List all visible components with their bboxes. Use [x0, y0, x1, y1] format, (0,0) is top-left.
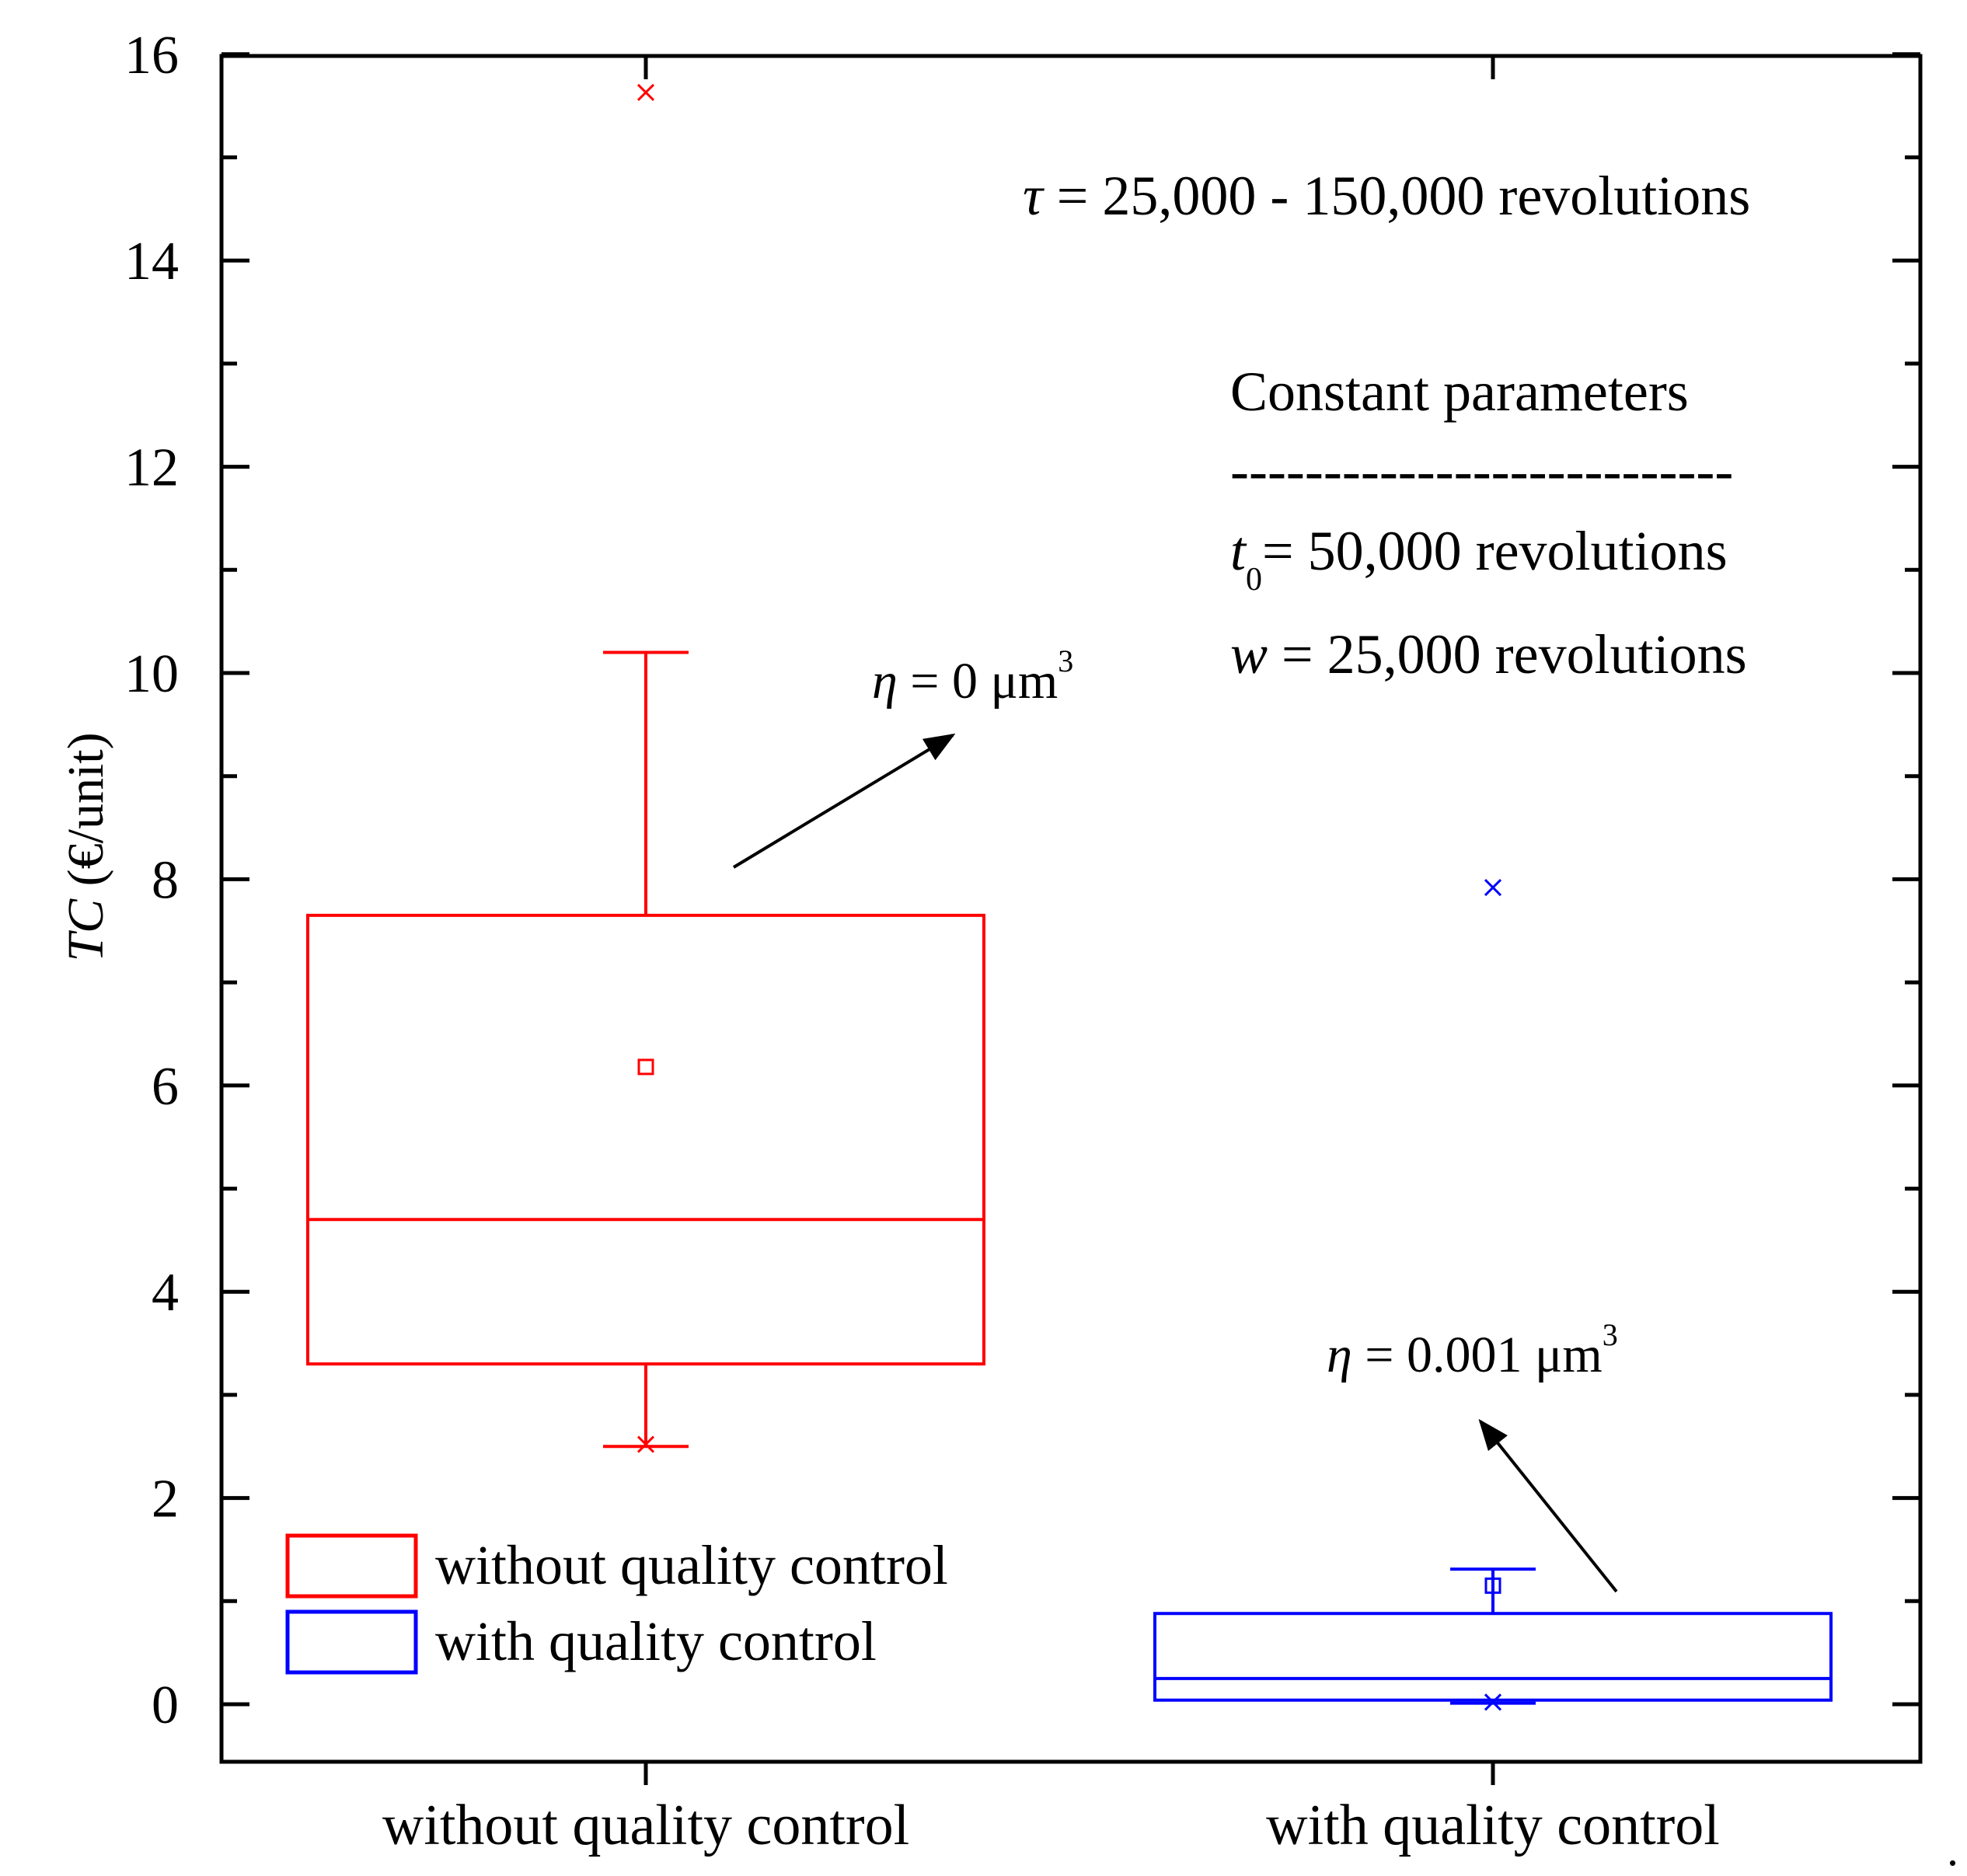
min-marker-without-quality-control	[636, 1435, 655, 1453]
tau-text: = 25,000 - 150,000 revolutions	[1043, 165, 1751, 227]
y-tick-label: 8	[152, 850, 179, 910]
y-axis-label: TC (€/unit)	[58, 732, 114, 961]
box-series	[306, 83, 1833, 1711]
plot-frame	[219, 54, 1923, 1764]
eta-small-annotation: η = 0.001 μm3	[1327, 1317, 1618, 1383]
eta-zero-text: = 0 μm	[898, 653, 1058, 710]
legend-label-without-quality-control: without quality control	[435, 1534, 948, 1596]
legend: without quality control with quality con…	[285, 1533, 948, 1675]
eta-small-symbol: η	[1327, 1327, 1352, 1383]
y-tick-label: 4	[152, 1263, 179, 1323]
y-axis-ticks: 0 2 4 6 8 10 12 14 16	[124, 26, 1920, 1735]
w-annotation: w = 25,000 revolutions	[1230, 623, 1747, 685]
t0-subscript: 0	[1246, 562, 1262, 598]
t0-text: = 50,000 revolutions	[1262, 520, 1728, 582]
legend-swatch-without-quality-control	[285, 1533, 418, 1599]
legend-label-with-quality-control: with quality control	[435, 1610, 877, 1672]
eta-small-superscript: 3	[1603, 1317, 1618, 1352]
y-tick-label: 12	[124, 438, 179, 498]
box-with-quality-control	[1153, 1612, 1833, 1702]
x-axis-ticks	[643, 56, 1495, 1785]
y-tick-label: 0	[152, 1675, 179, 1735]
tau-symbol: τ	[1023, 165, 1045, 227]
y-tick-label: 16	[124, 26, 179, 85]
max-marker-without-quality-control	[636, 83, 655, 101]
y-tick-label: 10	[124, 644, 179, 704]
eta-zero-superscript: 3	[1058, 643, 1073, 678]
y-tick-label: 6	[152, 1057, 179, 1117]
eta-small-arrow	[1478, 1418, 1618, 1593]
y-tick-label: 2	[152, 1470, 179, 1529]
w-symbol: w	[1230, 623, 1268, 685]
eta-zero-annotation: η = 0 μm3	[872, 643, 1073, 710]
w-text: = 25,000 revolutions	[1268, 623, 1747, 685]
constant-parameters-divider: ---------------------------	[1230, 440, 1733, 502]
constant-parameters-title: Constant parameters	[1230, 361, 1689, 423]
trailing-dot: .	[1947, 1824, 1958, 1875]
mean-marker-with-quality-control	[1484, 1577, 1501, 1594]
box-without-quality-control	[306, 913, 985, 1366]
eta-zero-arrow	[732, 733, 956, 869]
eta-zero-symbol: η	[872, 653, 898, 710]
y-axis-label-unit: (€/unit)	[58, 732, 114, 898]
eta-small-text: = 0.001 μm	[1352, 1327, 1603, 1383]
t0-symbol: t	[1230, 520, 1247, 582]
y-axis-label-symbol: TC	[58, 898, 114, 962]
tau-annotation: τ = 25,000 - 150,000 revolutions	[1023, 165, 1750, 227]
x-tick-label-without-quality-control: without quality control	[382, 1794, 909, 1857]
max-marker-with-quality-control	[1484, 878, 1502, 897]
min-marker-with-quality-control	[1484, 1693, 1502, 1711]
x-tick-label-with-quality-control: with quality control	[1266, 1794, 1720, 1857]
legend-swatch-with-quality-control	[285, 1609, 418, 1675]
y-tick-label: 14	[124, 232, 179, 291]
mean-marker-without-quality-control	[637, 1058, 654, 1076]
t0-annotation: t0= 50,000 revolutions	[1230, 520, 1728, 598]
